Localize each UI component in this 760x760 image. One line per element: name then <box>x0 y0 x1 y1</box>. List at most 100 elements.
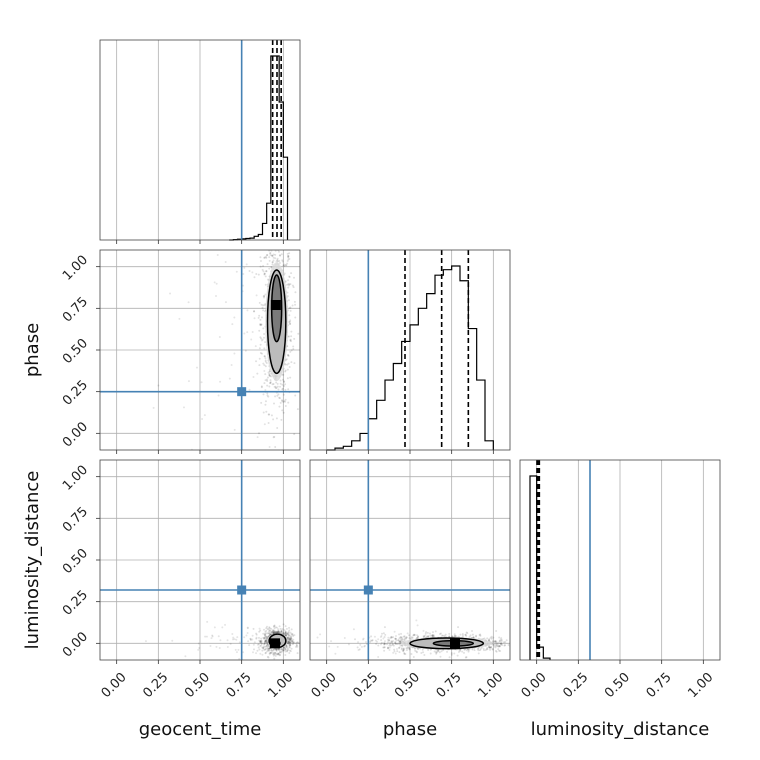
sample-point <box>395 648 398 651</box>
sample-point <box>269 632 272 635</box>
sample-point <box>288 649 291 652</box>
sample-point <box>267 649 270 652</box>
sample-point <box>290 635 293 638</box>
sample-point <box>217 635 220 638</box>
sample-point <box>398 640 401 643</box>
xlabel-geocent-time: geocent_time <box>139 719 262 740</box>
sample-point <box>276 394 279 397</box>
sample-point <box>270 631 273 634</box>
sample-point <box>235 651 238 654</box>
sample-point <box>215 282 218 285</box>
sample-point <box>270 651 273 654</box>
sample-point <box>270 242 272 244</box>
sample-point <box>380 639 383 642</box>
sample-point <box>412 634 415 637</box>
sample-point <box>275 260 278 263</box>
sample-point <box>450 652 453 655</box>
sample-point <box>494 640 497 643</box>
sample-point <box>259 641 262 644</box>
sample-point <box>249 638 252 641</box>
sample-point <box>258 301 261 304</box>
sample-point <box>289 639 292 642</box>
sample-point <box>354 638 357 641</box>
sample-point <box>471 648 474 651</box>
sample-point <box>259 318 262 321</box>
sample-point <box>500 640 503 643</box>
sample-point <box>398 646 401 649</box>
sample-point <box>265 643 268 646</box>
sample-point <box>263 272 266 275</box>
sample-point <box>246 663 248 665</box>
sample-point <box>286 295 289 298</box>
sample-point <box>479 647 482 650</box>
sample-point <box>267 421 270 424</box>
sample-point <box>394 652 397 655</box>
sample-point <box>268 446 271 449</box>
sample-point <box>260 639 263 642</box>
sample-point <box>243 332 246 335</box>
sample-point <box>280 631 283 634</box>
sample-point <box>375 642 378 645</box>
sample-point <box>268 385 271 388</box>
sample-point <box>245 634 248 637</box>
sample-point <box>438 651 441 654</box>
sample-point <box>224 623 227 626</box>
sample-point <box>477 652 480 655</box>
sample-point <box>488 646 491 649</box>
sample-point <box>291 633 294 636</box>
sample-point <box>438 632 441 635</box>
sample-point <box>403 639 406 642</box>
sample-point <box>388 639 391 642</box>
sample-point <box>294 394 297 397</box>
sample-point <box>263 370 266 373</box>
sample-point <box>497 648 500 651</box>
sample-point <box>270 649 273 652</box>
truth-marker-geocent-time-vs-luminosity-distance <box>237 585 247 595</box>
sample-point <box>275 630 278 633</box>
sample-point <box>476 648 479 651</box>
sample-point <box>379 636 382 639</box>
sample-point <box>284 400 287 403</box>
sample-point <box>255 360 258 363</box>
sample-point <box>288 644 291 647</box>
sample-point <box>533 644 535 646</box>
sample-point <box>471 633 474 636</box>
sample-point <box>235 270 238 273</box>
sample-point <box>296 652 299 655</box>
sample-point <box>457 650 460 653</box>
sample-point <box>413 633 416 636</box>
sample-point <box>289 350 292 353</box>
sample-point <box>497 645 500 648</box>
sample-point <box>275 653 278 656</box>
sample-point <box>404 652 407 655</box>
sample-point <box>267 395 270 398</box>
sample-point <box>273 627 276 630</box>
sample-point <box>264 640 267 643</box>
sample-point <box>287 388 290 391</box>
sample-point <box>288 637 291 640</box>
sample-point <box>499 638 502 641</box>
sample-point <box>521 643 523 645</box>
sample-point <box>289 644 292 647</box>
sample-point <box>279 254 282 257</box>
sample-point <box>439 632 442 635</box>
sample-point <box>453 633 456 636</box>
sample-point <box>200 381 203 384</box>
sample-point <box>171 639 174 642</box>
sample-point <box>392 651 395 654</box>
sample-point <box>236 636 239 639</box>
sample-point <box>259 324 262 327</box>
sample-point <box>435 651 438 654</box>
sample-point <box>206 620 209 623</box>
sample-point <box>252 648 255 651</box>
sample-point <box>491 640 494 643</box>
sample-point <box>422 651 425 654</box>
sample-point <box>284 264 287 267</box>
y-tick-label-luminosity-distance-1: 0.25 <box>60 588 91 619</box>
sample-point <box>197 642 200 645</box>
sample-point <box>499 642 502 645</box>
sample-point <box>293 362 296 365</box>
sample-point <box>265 638 268 641</box>
sample-point <box>184 182 186 184</box>
sample-point <box>464 633 467 636</box>
